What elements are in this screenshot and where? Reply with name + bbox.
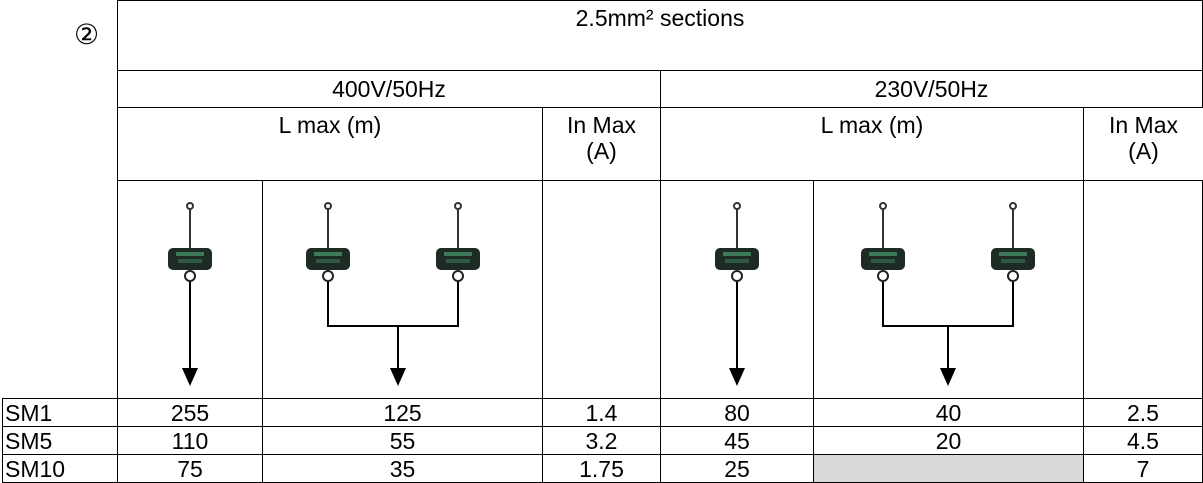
double-hoist [306,203,480,386]
single-hoist [715,203,759,386]
single-hoist [168,203,212,386]
page: ② 2.5mm² sections400V/50Hz230V/50HzL max… [0,0,1203,482]
double-hoist [861,203,1035,386]
hoist-icons [0,0,1203,482]
